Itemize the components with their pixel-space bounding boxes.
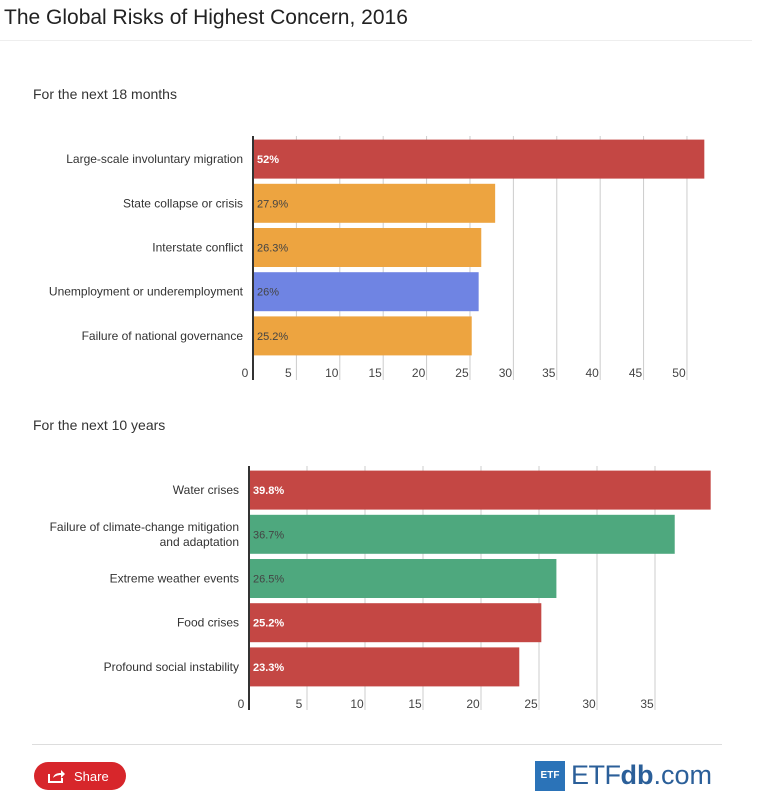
data-label: 23.3%	[253, 662, 284, 674]
tick-label: 15	[369, 366, 383, 380]
etfdb-logo-mark: ETF	[535, 760, 565, 791]
tick-label: 5	[296, 697, 303, 711]
data-label: 26.3%	[257, 243, 288, 255]
data-label: 26%	[257, 287, 279, 299]
category-label: and adaptation	[160, 535, 239, 549]
data-label: 39.8%	[253, 485, 284, 497]
data-label: 27.9%	[257, 198, 288, 210]
bar	[253, 228, 482, 267]
category-label: Interstate conflict	[152, 241, 243, 255]
share-label: Share	[74, 768, 109, 784]
category-label: Profound social instability	[104, 660, 239, 674]
category-label: Water crises	[173, 483, 239, 497]
etfdb-logo-suffix: .com	[653, 760, 713, 790]
tick-label: 30	[582, 697, 596, 711]
category-label: State collapse or crisis	[123, 196, 243, 210]
data-label: 52%	[257, 154, 279, 166]
tick-label: 10	[325, 366, 339, 380]
bar	[249, 559, 557, 598]
tick-label: 0	[242, 366, 249, 380]
tick-label: 45	[629, 366, 643, 380]
tick-label: 25	[524, 697, 538, 711]
bar	[253, 272, 479, 312]
bar-chart-1: For the next 18 months 0 5 10 15 20 25 30 35 40 45…	[33, 86, 705, 380]
tick-label: 20	[466, 697, 480, 711]
category-label: Food crises	[177, 616, 239, 630]
category-label: Large-scale involuntary migration	[66, 152, 243, 166]
category-label: Unemployment or underemployment	[49, 285, 244, 299]
tick-label: 25	[455, 366, 469, 380]
tick-label: 15	[408, 697, 422, 711]
data-label: 26.5%	[253, 574, 284, 586]
etfdb-logo[interactable]: ETF ETF db .com	[535, 760, 712, 791]
tick-label: 0	[238, 697, 245, 711]
tick-label: 5	[285, 366, 292, 380]
bar	[253, 139, 705, 179]
chart-title: For the next 18 months	[33, 86, 177, 102]
chart-title: For the next 10 years	[33, 417, 165, 433]
bar	[253, 316, 472, 356]
tick-label: 30	[499, 366, 513, 380]
page-title: The Global Risks of Highest Concern, 201…	[4, 6, 408, 29]
bar	[253, 183, 496, 223]
share-icon	[48, 770, 65, 783]
bar-chart-2: For the next 10 years 0 5 10 15 20 25 30 35 39.8%…	[33, 417, 711, 711]
bar	[249, 603, 542, 643]
tick-label: 10	[350, 697, 364, 711]
charts-area: For the next 18 months 0 5 10 15 20 25 30 35 40 45…	[33, 86, 711, 711]
data-label: 25.2%	[257, 331, 288, 343]
tick-label: 40	[585, 366, 599, 380]
data-label: 36.7%	[253, 529, 284, 541]
bar	[249, 470, 711, 510]
data-label: 25.2%	[253, 618, 284, 630]
tick-label: 20	[412, 366, 426, 380]
etfdb-logo-text-bold: db	[620, 760, 654, 790]
etfdb-logo-text: ETF	[571, 760, 621, 790]
share-button[interactable]: Share	[34, 762, 126, 790]
tick-label: 35	[542, 366, 556, 380]
bar	[249, 647, 520, 687]
category-label: Failure of climate-change mitigation	[50, 520, 239, 534]
title-divider	[0, 40, 752, 41]
category-label: Failure of national governance	[82, 329, 244, 343]
tick-label: 50	[672, 366, 686, 380]
bar	[249, 514, 675, 554]
footer-divider	[32, 744, 722, 745]
tick-label: 35	[640, 697, 654, 711]
category-label: Extreme weather events	[110, 572, 239, 586]
